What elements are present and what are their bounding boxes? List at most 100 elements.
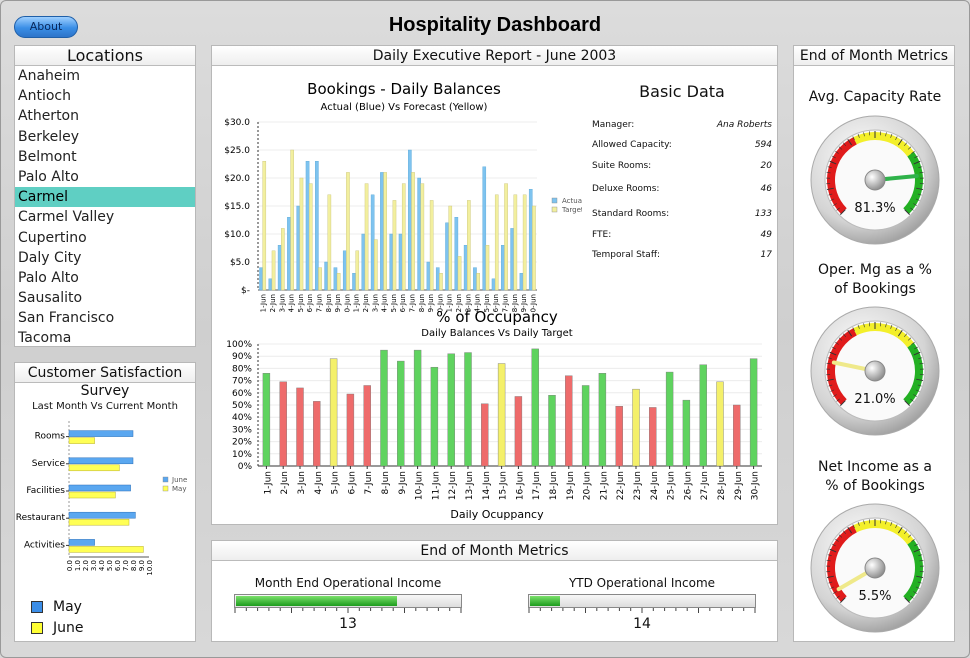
- gauge-tick: [830, 586, 835, 589]
- location-item[interactable]: Carmel Valley: [18, 209, 115, 226]
- location-item[interactable]: San Francisco: [18, 310, 115, 327]
- location-item[interactable]: Belmont: [18, 148, 77, 165]
- bookings-bar: [445, 222, 449, 291]
- occupancy-xtick: 3-Jun: [297, 471, 307, 495]
- survey-bar: [68, 546, 144, 553]
- location-item[interactable]: Palo Alto: [18, 269, 79, 286]
- metric-ytd-bar: [528, 594, 756, 608]
- location-item[interactable]: Tacoma: [18, 330, 72, 347]
- gauge-tick: [827, 166, 832, 169]
- occupancy-bar: [665, 371, 674, 467]
- gauge-tick: [903, 333, 908, 337]
- gauge-tick: [918, 166, 923, 169]
- occupancy-ytick: 90%: [232, 352, 252, 362]
- bookings-ytick: $15.0: [224, 202, 250, 212]
- survey-bar: [68, 491, 116, 499]
- location-item[interactable]: Palo Alto: [18, 168, 79, 185]
- occupancy-bar: [279, 381, 287, 467]
- gauge-tick: [830, 198, 835, 201]
- occupancy-bar: [447, 353, 455, 467]
- gauge-tick: [890, 133, 893, 138]
- gauge-tick: [910, 595, 914, 599]
- survey-xtick: 0.0: [66, 560, 74, 571]
- gauge-tick: [826, 363, 831, 365]
- bookings-bar: [355, 250, 360, 291]
- occupancy-xtick: 2-Jun: [280, 471, 290, 495]
- occupancy-xtick: 15-Jun: [499, 471, 509, 500]
- basic-data-value: 594: [754, 140, 772, 150]
- survey-legend-may: May: [31, 599, 82, 615]
- legend-label-june: June: [53, 620, 84, 636]
- survey-bar: [68, 437, 95, 444]
- gauge-band: [827, 328, 857, 405]
- bookings-xtick: 29-Jun: [520, 294, 528, 312]
- gauge-tick: [827, 357, 832, 360]
- gauge-tick: [913, 203, 917, 206]
- survey-bar: [68, 430, 134, 437]
- survey-xtick: 8.0: [130, 560, 138, 571]
- side-metrics-panel: End of Month Metrics Avg. Capacity Rate 8…: [793, 45, 955, 642]
- side-metrics-title: End of Month Metrics: [794, 46, 954, 66]
- bookings-bar: [318, 267, 322, 291]
- location-item[interactable]: Anaheim: [18, 68, 81, 84]
- location-item[interactable]: Carmel: [15, 187, 195, 208]
- occupancy-xtick: 17-Jun: [532, 471, 542, 500]
- occupancy-xtick: 26-Jun: [683, 471, 693, 500]
- location-item[interactable]: Daly City: [18, 249, 82, 266]
- bookings-bar: [482, 166, 487, 291]
- gauge-band: [827, 137, 857, 214]
- bookings-xtick: 5-Jun: [297, 294, 305, 312]
- gauge-tick: [832, 346, 836, 350]
- gauge-tick: [917, 193, 922, 196]
- bookings-bar: [262, 160, 267, 291]
- location-item[interactable]: Sausalito: [18, 290, 83, 307]
- occupancy-xtick: 11-Jun: [431, 471, 441, 500]
- bookings-bar: [327, 194, 332, 291]
- bookings-xtick: 24-Jun: [474, 294, 482, 312]
- bookings-bar: [305, 160, 310, 291]
- gauge-title-line: of Bookings: [834, 281, 916, 297]
- gauge-tick: [885, 132, 887, 137]
- occupancy-xtick: 20-Jun: [583, 471, 593, 500]
- about-button[interactable]: About: [14, 16, 78, 38]
- metric-ytd-value: 14: [633, 616, 651, 632]
- occupancy-bar: [313, 401, 321, 467]
- survey-legend-june: June: [31, 620, 84, 636]
- basic-data-value: 49: [760, 230, 772, 240]
- bookings-xtick: 26-Jun: [492, 294, 500, 312]
- metric-month-end-bar: [234, 594, 462, 608]
- basic-data-value: 133: [754, 209, 772, 219]
- gauge-tick: [913, 160, 921, 165]
- bookings-bar: [361, 233, 366, 291]
- occupancy-xtick: 18-Jun: [549, 471, 559, 500]
- survey-legend-label: May: [172, 485, 186, 493]
- bookings-ytick: $30.0: [224, 118, 250, 128]
- occupancy-bar: [464, 352, 472, 467]
- gauge-dial: 21.0%: [810, 306, 940, 436]
- bookings-bar: [426, 261, 431, 291]
- location-item[interactable]: Cupertino: [18, 229, 87, 246]
- location-item[interactable]: Antioch: [18, 88, 71, 105]
- legend-swatch-june: [31, 622, 43, 634]
- bookings-xtick: 14-Jun: [381, 294, 389, 312]
- occupancy-bar: [514, 396, 523, 467]
- bookings-xtick: 15-Jun: [390, 294, 398, 312]
- bookings-bar: [417, 177, 421, 291]
- gauge-tick: [828, 193, 833, 196]
- gauge-tick: [842, 530, 847, 534]
- bookings-legend-label: Actual: [562, 197, 582, 205]
- gauge-tick: [842, 333, 847, 337]
- location-item[interactable]: Atherton: [18, 108, 79, 125]
- gauge-tick: [913, 351, 921, 356]
- bookings-bar: [454, 216, 459, 291]
- gauge-tick: [852, 524, 855, 529]
- bookings-xtick: 8-Jun: [325, 294, 333, 312]
- gauge-tick: [839, 597, 846, 604]
- bookings-bar: [352, 272, 356, 291]
- bookings-bar: [380, 172, 384, 291]
- location-item[interactable]: Berkeley: [18, 128, 79, 145]
- gauge-tick: [913, 394, 917, 397]
- survey-panel-title: Customer Satisfaction: [15, 363, 195, 383]
- occupancy-bar: [363, 385, 371, 467]
- legend-swatch-may: [31, 601, 43, 613]
